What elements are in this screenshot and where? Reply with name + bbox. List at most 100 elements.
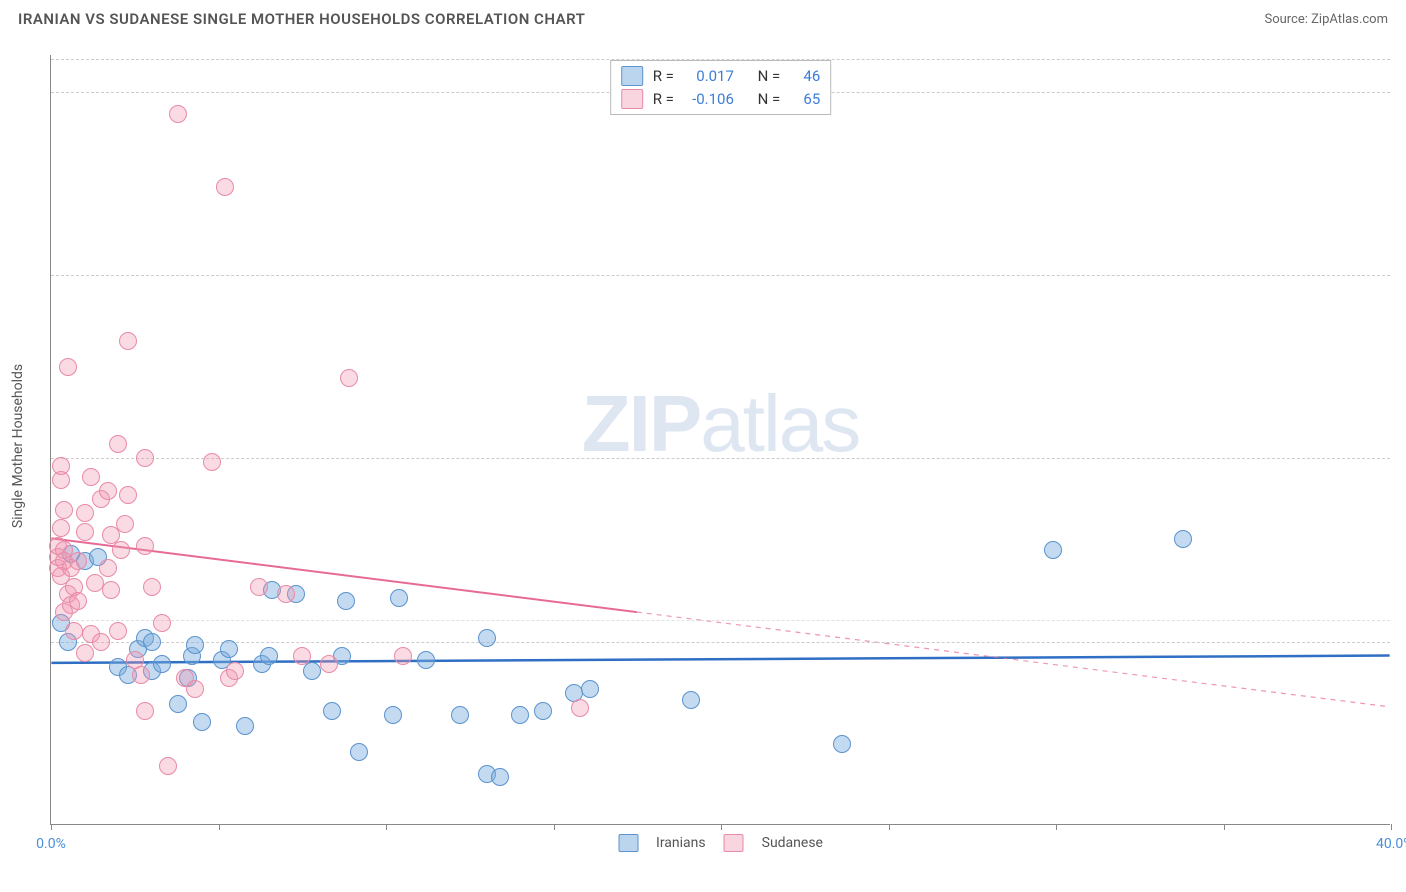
- y-tick-label: 10.0%: [1395, 450, 1406, 466]
- data-point: [1044, 541, 1062, 559]
- watermark: ZIPatlas: [582, 378, 859, 470]
- scatter-plot: ZIPatlas R = 0.017 N = 46 R = -0.106 N =…: [50, 55, 1390, 825]
- data-point: [236, 717, 254, 735]
- data-point: [394, 647, 412, 665]
- data-point: [226, 662, 244, 680]
- data-point: [119, 332, 137, 350]
- data-point: [169, 105, 187, 123]
- data-point: [52, 519, 70, 537]
- data-point: [116, 515, 134, 533]
- data-point: [193, 713, 211, 731]
- data-point: [384, 706, 402, 724]
- data-point: [119, 486, 137, 504]
- data-point: [571, 699, 589, 717]
- data-point: [76, 523, 94, 541]
- data-point: [390, 589, 408, 607]
- data-point: [159, 757, 177, 775]
- data-point: [65, 622, 83, 640]
- data-point: [136, 537, 154, 555]
- data-point: [86, 574, 104, 592]
- data-point: [581, 680, 599, 698]
- y-tick-label: 5.0%: [1395, 634, 1406, 650]
- x-tick-label: 0.0%: [36, 836, 66, 852]
- data-point: [320, 655, 338, 673]
- data-point: [1174, 530, 1192, 548]
- data-point: [52, 457, 70, 475]
- data-point: [69, 552, 87, 570]
- legend-stats-box: R = 0.017 N = 46 R = -0.106 N = 65: [610, 60, 832, 115]
- r-value-sudanese: -0.106: [684, 88, 734, 111]
- data-point: [277, 585, 295, 603]
- data-point: [76, 644, 94, 662]
- data-point: [337, 592, 355, 610]
- data-point: [102, 581, 120, 599]
- data-point: [132, 666, 150, 684]
- data-point: [99, 482, 117, 500]
- data-point: [340, 369, 358, 387]
- data-point: [109, 622, 127, 640]
- y-tick-label: 15.0%: [1395, 267, 1406, 283]
- data-point: [250, 578, 268, 596]
- data-point: [303, 662, 321, 680]
- gridline: [51, 458, 1390, 459]
- data-point: [682, 691, 700, 709]
- data-point: [153, 655, 171, 673]
- data-point: [186, 636, 204, 654]
- source-attribution: Source: ZipAtlas.com: [1264, 12, 1388, 27]
- legend-label-iranians: Iranians: [656, 835, 706, 851]
- swatch-icon: [618, 834, 638, 852]
- data-point: [833, 735, 851, 753]
- data-point: [293, 647, 311, 665]
- data-point: [99, 559, 117, 577]
- data-point: [143, 633, 161, 651]
- n-value-iranians: 46: [790, 65, 820, 88]
- x-tick: [1056, 824, 1057, 830]
- data-point: [69, 592, 87, 610]
- x-tick: [889, 824, 890, 830]
- x-tick-label: 40.0%: [1376, 836, 1406, 852]
- data-point: [350, 743, 368, 761]
- gridline: [51, 642, 1390, 643]
- legend-row-iranians: R = 0.017 N = 46: [621, 65, 821, 88]
- data-point: [112, 541, 130, 559]
- data-point: [82, 468, 100, 486]
- gridline: [51, 275, 1390, 276]
- data-point: [220, 640, 238, 658]
- data-point: [186, 680, 204, 698]
- x-tick: [721, 824, 722, 830]
- data-point: [451, 706, 469, 724]
- x-tick: [554, 824, 555, 830]
- data-point: [59, 358, 77, 376]
- x-tick: [1224, 824, 1225, 830]
- bottom-legend: Iranians Sudanese: [618, 834, 823, 852]
- n-value-sudanese: 65: [790, 88, 820, 111]
- x-tick: [219, 824, 220, 830]
- swatch-icon: [724, 834, 744, 852]
- data-point: [417, 651, 435, 669]
- data-point: [534, 702, 552, 720]
- x-tick: [1391, 824, 1392, 830]
- data-point: [109, 435, 127, 453]
- data-point: [478, 629, 496, 647]
- trend-lines: [51, 55, 1390, 824]
- data-point: [491, 768, 509, 786]
- gridline: [51, 620, 1390, 621]
- data-point: [169, 695, 187, 713]
- data-point: [92, 633, 110, 651]
- header: IRANIAN VS SUDANESE SINGLE MOTHER HOUSEH…: [0, 0, 1406, 34]
- data-point: [55, 501, 73, 519]
- swatch-icon: [621, 89, 643, 109]
- data-point: [136, 449, 154, 467]
- data-point: [153, 614, 171, 632]
- data-point: [203, 453, 221, 471]
- chart-title: IRANIAN VS SUDANESE SINGLE MOTHER HOUSEH…: [18, 10, 585, 28]
- data-point: [511, 706, 529, 724]
- data-point: [216, 178, 234, 196]
- x-tick: [51, 824, 52, 830]
- y-tick-label: 20.0%: [1395, 84, 1406, 100]
- data-point: [323, 702, 341, 720]
- x-tick: [386, 824, 387, 830]
- y-axis-label: Single Mother Households: [10, 364, 26, 528]
- data-point: [143, 578, 161, 596]
- swatch-icon: [621, 66, 643, 86]
